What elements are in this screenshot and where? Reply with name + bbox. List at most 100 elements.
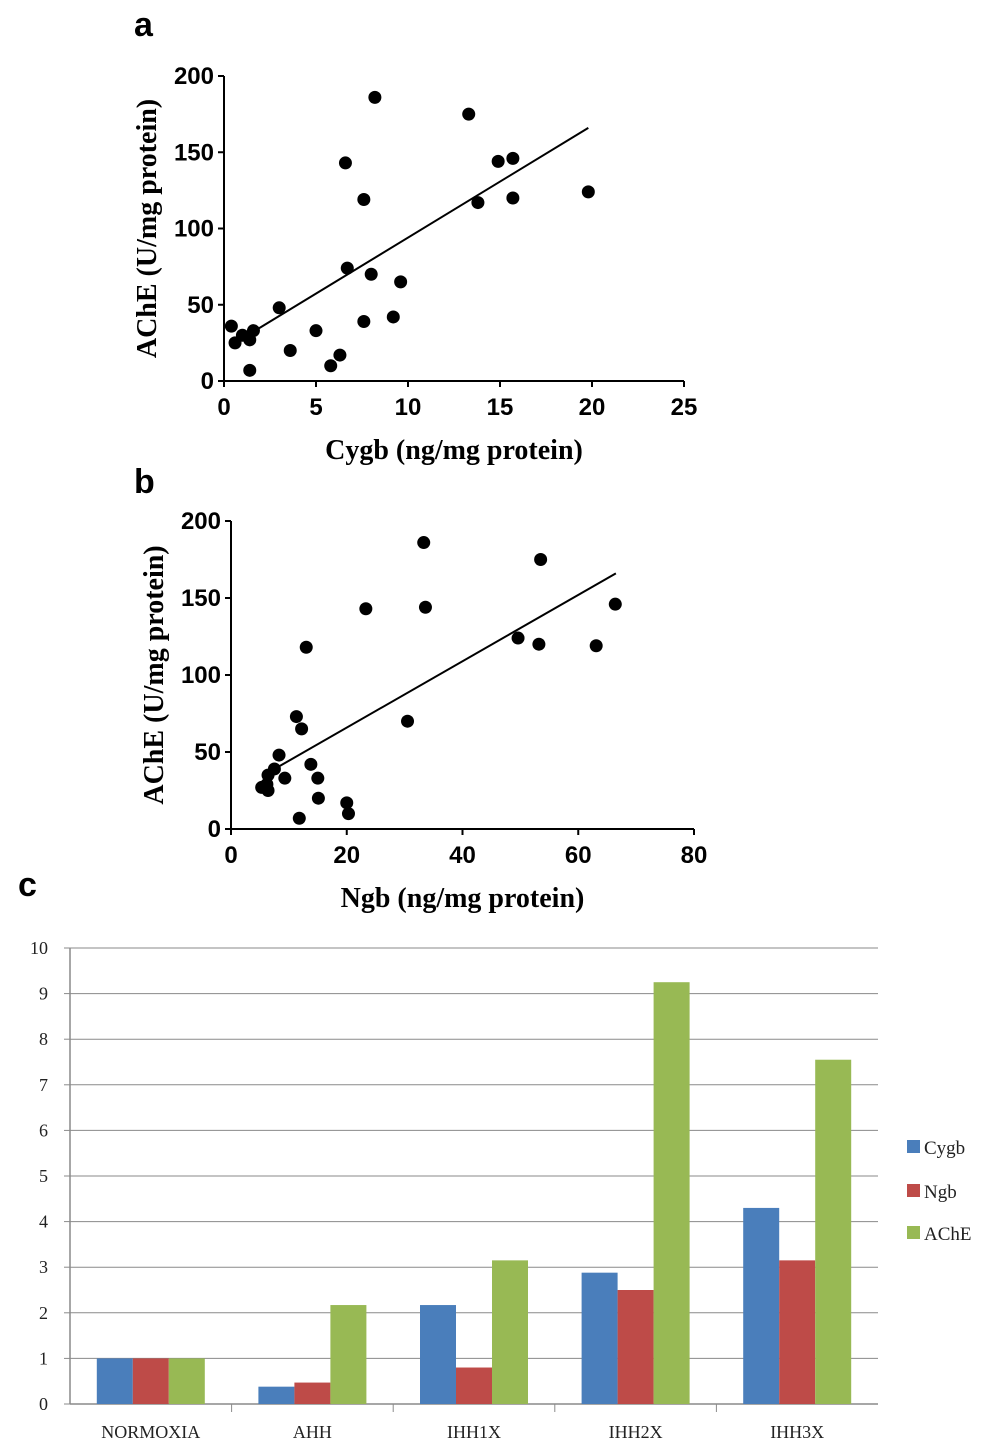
bar-ache-normoxia <box>168 1358 205 1404</box>
data-point <box>278 771 292 785</box>
data-point <box>341 807 355 821</box>
y-tick-label: 4 <box>39 1212 48 1232</box>
panel-a-letter: a <box>134 6 154 44</box>
data-point <box>299 640 313 654</box>
panel-b-letter: b <box>134 463 155 501</box>
x-tick-label: 60 <box>565 842 592 869</box>
x-tick-label: 25 <box>671 394 698 421</box>
x-tick-label: IHH1X <box>447 1422 501 1442</box>
data-point <box>272 748 286 762</box>
data-point <box>418 600 432 614</box>
x-axis-title: Cygb (ng/mg protein) <box>325 435 583 466</box>
bar-cygb-ahh <box>258 1386 295 1404</box>
data-point <box>309 324 323 338</box>
data-point <box>267 762 281 776</box>
y-tick-label: 1 <box>39 1348 48 1368</box>
bar-ache-ihh1x <box>492 1260 528 1404</box>
data-point <box>534 553 548 566</box>
legend-swatch-cygb <box>907 1140 920 1153</box>
data-point <box>292 811 306 825</box>
legend-swatch-ache <box>907 1226 920 1239</box>
y-tick-label: 8 <box>39 1029 48 1049</box>
data-point <box>340 261 354 275</box>
data-point <box>311 791 325 805</box>
data-point <box>357 193 371 207</box>
data-point <box>340 796 354 810</box>
data-point <box>511 631 525 645</box>
data-point <box>491 154 505 168</box>
x-tick-label: 0 <box>217 394 230 421</box>
data-point <box>295 722 309 736</box>
data-point <box>581 185 595 199</box>
data-point <box>289 710 303 724</box>
data-point <box>462 107 476 121</box>
y-tick-label: 0 <box>201 368 214 395</box>
bar-cygb-ihh1x <box>420 1305 456 1404</box>
x-tick-label: 20 <box>333 842 360 869</box>
data-point <box>532 637 546 651</box>
x-tick-label: 20 <box>579 394 606 421</box>
data-point <box>368 90 382 104</box>
bar-ngb-normoxia <box>132 1358 169 1404</box>
x-tick-label: AHH <box>293 1422 332 1442</box>
trendline <box>234 126 589 344</box>
legend-label-ngb: Ngb <box>924 1182 957 1203</box>
data-point <box>608 597 622 611</box>
data-point <box>589 639 603 653</box>
y-tick-label: 200 <box>174 63 214 90</box>
y-tick-label: 50 <box>187 292 214 319</box>
data-point <box>417 536 431 550</box>
y-tick-label: 0 <box>208 816 221 843</box>
bar-cygb-normoxia <box>96 1358 133 1404</box>
bar-ngb-ahh <box>294 1382 331 1404</box>
legend-label-cygb: Cygb <box>924 1138 965 1159</box>
x-tick-label: IHH3X <box>770 1422 824 1442</box>
y-tick-label: 3 <box>39 1257 48 1277</box>
y-tick-label: 150 <box>181 585 221 612</box>
y-tick-label: 50 <box>194 739 221 766</box>
y-axis-title: AChE (U/mg protein) <box>132 99 163 358</box>
data-point <box>394 275 408 289</box>
x-tick-label: NORMOXIA <box>101 1422 200 1442</box>
data-point <box>243 363 257 377</box>
x-tick-label: 40 <box>449 842 476 869</box>
trendline <box>276 572 617 769</box>
data-point <box>304 757 318 771</box>
bar-chart-fold-change: 0 1 2 3 4 5 6 7 8 9 10 NORMOXIA AHH IHH1X IHH2X IHH3X Cy… <box>30 938 972 1442</box>
y-axis-title: AChE (U/mg protein) <box>139 545 170 804</box>
y-tick-label: 100 <box>174 216 214 243</box>
data-point <box>471 196 485 210</box>
data-point <box>359 602 373 616</box>
legend-swatch-ngb <box>907 1184 920 1197</box>
data-point <box>401 714 415 728</box>
data-point <box>283 344 297 357</box>
x-tick-label: 15 <box>487 394 514 421</box>
scatter-chart-ngb: 0 50 100 150 200 0 20 40 60 80 Ngb (ng/mg protein)… <box>139 508 707 914</box>
y-tick-label: 5 <box>39 1166 48 1186</box>
x-tick-label: 80 <box>681 842 708 869</box>
x-tick-label: IHH2X <box>609 1422 663 1442</box>
data-point <box>364 267 378 281</box>
y-tick-label: 100 <box>181 662 221 689</box>
x-tick-label: 10 <box>395 394 422 421</box>
y-tick-label: 200 <box>181 508 221 535</box>
bar-ngb-ihh2x <box>617 1290 654 1404</box>
x-axis-title: Ngb (ng/mg protein) <box>341 883 585 914</box>
data-point <box>506 191 520 205</box>
bar-ngb-ihh3x <box>779 1260 816 1404</box>
bar-cygb-ihh2x <box>581 1272 618 1404</box>
data-point <box>246 324 260 338</box>
data-point <box>272 301 286 315</box>
bar-ngb-ihh1x <box>456 1367 492 1404</box>
bar-ache-ahh <box>330 1305 367 1404</box>
y-tick-label: 0 <box>39 1394 48 1414</box>
panel-c-letter: c <box>18 866 37 904</box>
y-tick-label: 7 <box>39 1075 48 1095</box>
bar-cygb-ihh3x <box>743 1207 780 1404</box>
data-point <box>311 771 325 785</box>
data-point <box>224 319 238 333</box>
data-point <box>324 359 338 373</box>
legend-label-ache: AChE <box>924 1224 972 1245</box>
data-point <box>357 315 371 329</box>
x-tick-label: 5 <box>309 394 322 421</box>
